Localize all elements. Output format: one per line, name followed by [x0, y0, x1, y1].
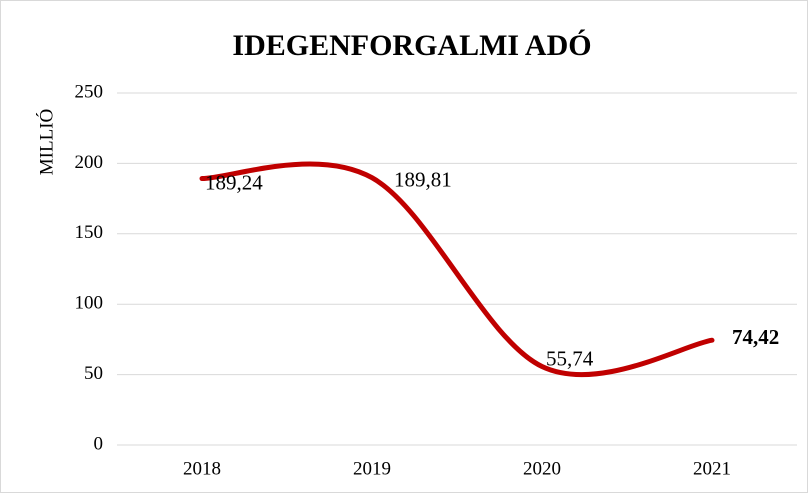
y-tick-label: 150	[75, 222, 104, 243]
y-tick-label: 50	[84, 363, 103, 384]
x-tick-label: 2021	[693, 458, 731, 479]
y-tick-label: 250	[75, 81, 104, 102]
y-axis-title: MILLIÓ	[35, 109, 57, 175]
x-tick-label: 2018	[183, 458, 221, 479]
x-tick-label: 2019	[353, 458, 391, 479]
data-label: 189,24	[205, 170, 263, 194]
data-line	[199, 161, 715, 378]
data-label: 189,81	[394, 168, 452, 192]
data-label: 55,74	[546, 346, 594, 370]
y-tick-label: 100	[75, 293, 104, 314]
y-tick-label: 0	[94, 433, 104, 454]
y-tick-label: 200	[75, 152, 104, 173]
chart-title: IDEGENFORGALMI ADÓ	[232, 29, 591, 62]
data-label: 74,42	[732, 325, 779, 349]
x-tick-label: 2020	[523, 458, 561, 479]
